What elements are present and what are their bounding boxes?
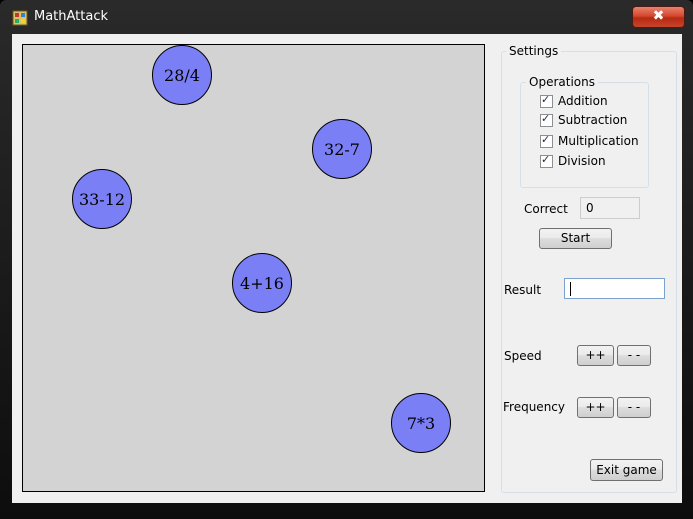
problem-bubble[interactable]: 28/4 <box>152 45 212 105</box>
speed-label: Speed <box>504 349 542 363</box>
result-label: Result <box>504 283 542 297</box>
game-canvas[interactable]: 28/4 32-7 33-12 4+16 7*3 <box>22 44 485 492</box>
operations-title: Operations <box>526 75 598 89</box>
client-area: 28/4 32-7 33-12 4+16 7*3 Settings Operat… <box>12 34 682 503</box>
checkbox-label: Addition <box>558 94 608 108</box>
checkbox-label: Multiplication <box>558 134 639 148</box>
speed-decrease-button[interactable]: - - <box>617 345 651 366</box>
checkbox-check-icon <box>540 93 553 108</box>
problem-bubble[interactable]: 33-12 <box>72 169 132 229</box>
addition-checkbox[interactable]: Addition <box>540 93 608 108</box>
checkbox-check-icon <box>540 112 553 127</box>
problem-bubble[interactable]: 7*3 <box>391 393 451 453</box>
checkbox-check-icon <box>540 153 553 168</box>
bubble-expression: 4+16 <box>240 273 284 293</box>
close-button[interactable]: ✖ <box>632 6 685 28</box>
speed-increase-button[interactable]: ++ <box>577 345 614 366</box>
app-icon <box>12 10 28 26</box>
checkbox-label: Division <box>558 154 606 168</box>
text-caret <box>570 282 571 296</box>
settings-group <box>501 51 677 493</box>
correct-count-field: 0 <box>580 197 640 219</box>
frequency-increase-button[interactable]: ++ <box>577 397 614 418</box>
bubble-expression: 28/4 <box>164 65 200 85</box>
bubble-expression: 32-7 <box>324 139 360 159</box>
problem-bubble[interactable]: 4+16 <box>232 253 292 313</box>
multiplication-checkbox[interactable]: Multiplication <box>540 133 639 148</box>
bubble-expression: 33-12 <box>78 189 126 209</box>
result-input[interactable] <box>564 278 665 299</box>
frequency-decrease-button[interactable]: - - <box>617 397 651 418</box>
close-icon: ✖ <box>652 8 665 24</box>
frequency-label: Frequency <box>503 400 565 414</box>
settings-title: Settings <box>506 44 562 58</box>
correct-label: Correct <box>524 202 568 216</box>
problem-bubble[interactable]: 32-7 <box>312 119 372 179</box>
window-title: MathAttack <box>34 9 109 24</box>
exit-game-button[interactable]: Exit game <box>590 459 663 481</box>
bubble-expression: 7*3 <box>406 413 436 433</box>
subtraction-checkbox[interactable]: Subtraction <box>540 112 628 127</box>
checkbox-label: Subtraction <box>558 113 628 127</box>
division-checkbox[interactable]: Division <box>540 153 606 168</box>
title-bar[interactable]: MathAttack ✖ <box>0 0 693 34</box>
start-button[interactable]: Start <box>539 228 612 249</box>
checkbox-check-icon <box>540 133 553 148</box>
